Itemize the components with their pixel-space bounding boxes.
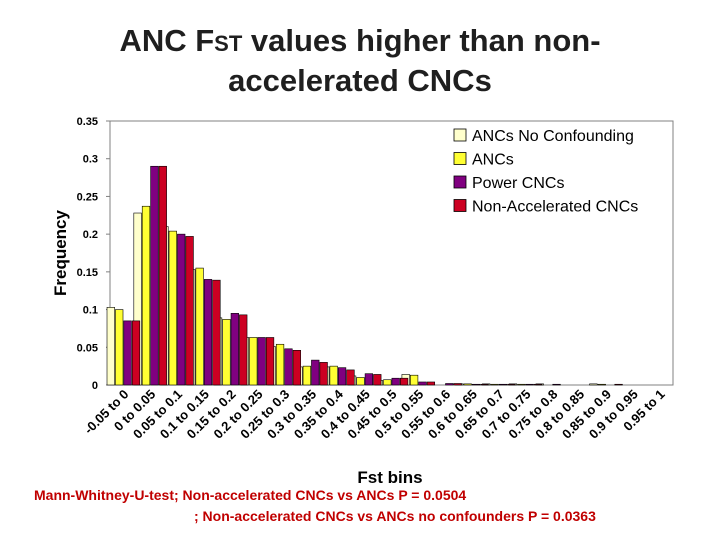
- y-axis: 0 0.05 0.1 0.15 0.2 0.25 0.3 0.35: [77, 116, 110, 392]
- bar: [337, 367, 347, 386]
- bar: [319, 362, 328, 386]
- bar: [141, 205, 151, 386]
- bar: [311, 359, 320, 386]
- bar: [418, 381, 427, 386]
- bar: [222, 319, 231, 386]
- y-tick-label: 0.35: [77, 116, 98, 128]
- bar: [410, 374, 419, 386]
- x-axis: -0.05 to 00 to 0.050.05 to 0.10.1 to 0.1…: [81, 386, 668, 442]
- y-tick-label: 0.25: [77, 191, 98, 203]
- plot-area: [109, 120, 674, 386]
- bar: [150, 165, 159, 386]
- bar: [472, 383, 481, 386]
- bar: [284, 348, 293, 386]
- legend-label: Non-Accelerated CNCs: [472, 199, 638, 216]
- bar: [265, 337, 275, 386]
- bar: [453, 383, 462, 386]
- bar: [106, 307, 115, 386]
- y-tick-label: 0.1: [83, 305, 98, 317]
- bar: [249, 337, 258, 386]
- bar: [230, 313, 239, 386]
- bar: [168, 230, 177, 386]
- bar: [490, 383, 499, 386]
- legend-label: Power CNCs: [472, 175, 564, 192]
- bar: [302, 365, 311, 386]
- y-tick-label: 0.15: [77, 267, 98, 279]
- title-text-part2: values higher than non-: [242, 23, 601, 58]
- bar: [239, 314, 248, 386]
- bar: [498, 383, 508, 386]
- slide-title: ANC FST values higher than non- accelera…: [0, 22, 720, 99]
- legend-swatch: [453, 175, 467, 189]
- bar: [517, 383, 526, 386]
- bar: [463, 383, 472, 386]
- bar: [391, 377, 400, 386]
- bar: [534, 383, 543, 386]
- bars-group: [106, 165, 623, 386]
- bar: [131, 320, 141, 386]
- legend-swatch: [453, 128, 467, 142]
- legend: ANCs No Confounding ANCs Power CNCs Non-Acc…: [453, 128, 638, 216]
- title-text-line2: accelerated CNCs: [228, 63, 492, 98]
- bar: [589, 383, 598, 386]
- footnote-line2: ; Non-accelerated CNCs vs ANCs no confou…: [194, 508, 596, 524]
- bar: [123, 320, 132, 386]
- title-text-subscript: ST: [214, 31, 243, 56]
- bar: [552, 383, 561, 386]
- x-axis-label: Fst bins: [357, 468, 422, 487]
- bar: [373, 374, 382, 386]
- bar: [195, 267, 204, 386]
- bar: [203, 279, 213, 386]
- title-text-part1: ANC F: [119, 23, 215, 58]
- bar: [212, 279, 221, 386]
- bar: [507, 383, 516, 386]
- legend-label: ANCs No Confounding: [472, 128, 634, 145]
- bar: [257, 337, 266, 386]
- bar: [177, 233, 186, 386]
- bar: [445, 383, 454, 386]
- bar: [185, 236, 194, 386]
- footnote-line1: Mann-Whitney-U-test; Non-accelerated CNC…: [34, 487, 467, 503]
- y-tick-label: 0.2: [83, 229, 98, 241]
- bar: [356, 377, 365, 386]
- y-tick-label: 0: [92, 380, 98, 392]
- bar: [364, 373, 373, 386]
- bar: [383, 379, 392, 386]
- bar: [525, 383, 534, 386]
- y-tick-label: 0.3: [83, 154, 98, 166]
- y-axis-label: Frequency: [51, 209, 70, 296]
- bar: [275, 343, 285, 386]
- bar: [115, 309, 124, 386]
- bar: [329, 365, 338, 386]
- bar: [597, 383, 606, 386]
- legend-swatch: [453, 199, 467, 212]
- bar: [346, 369, 355, 386]
- bar: [158, 165, 167, 386]
- legend-label: ANCs: [472, 152, 514, 169]
- bar: [292, 350, 301, 386]
- bar: [480, 383, 489, 386]
- bar: [614, 383, 623, 386]
- legend-swatch: [453, 152, 467, 165]
- y-tick-label: 0.05: [77, 342, 98, 354]
- bar: [399, 377, 409, 386]
- bar: [426, 381, 436, 386]
